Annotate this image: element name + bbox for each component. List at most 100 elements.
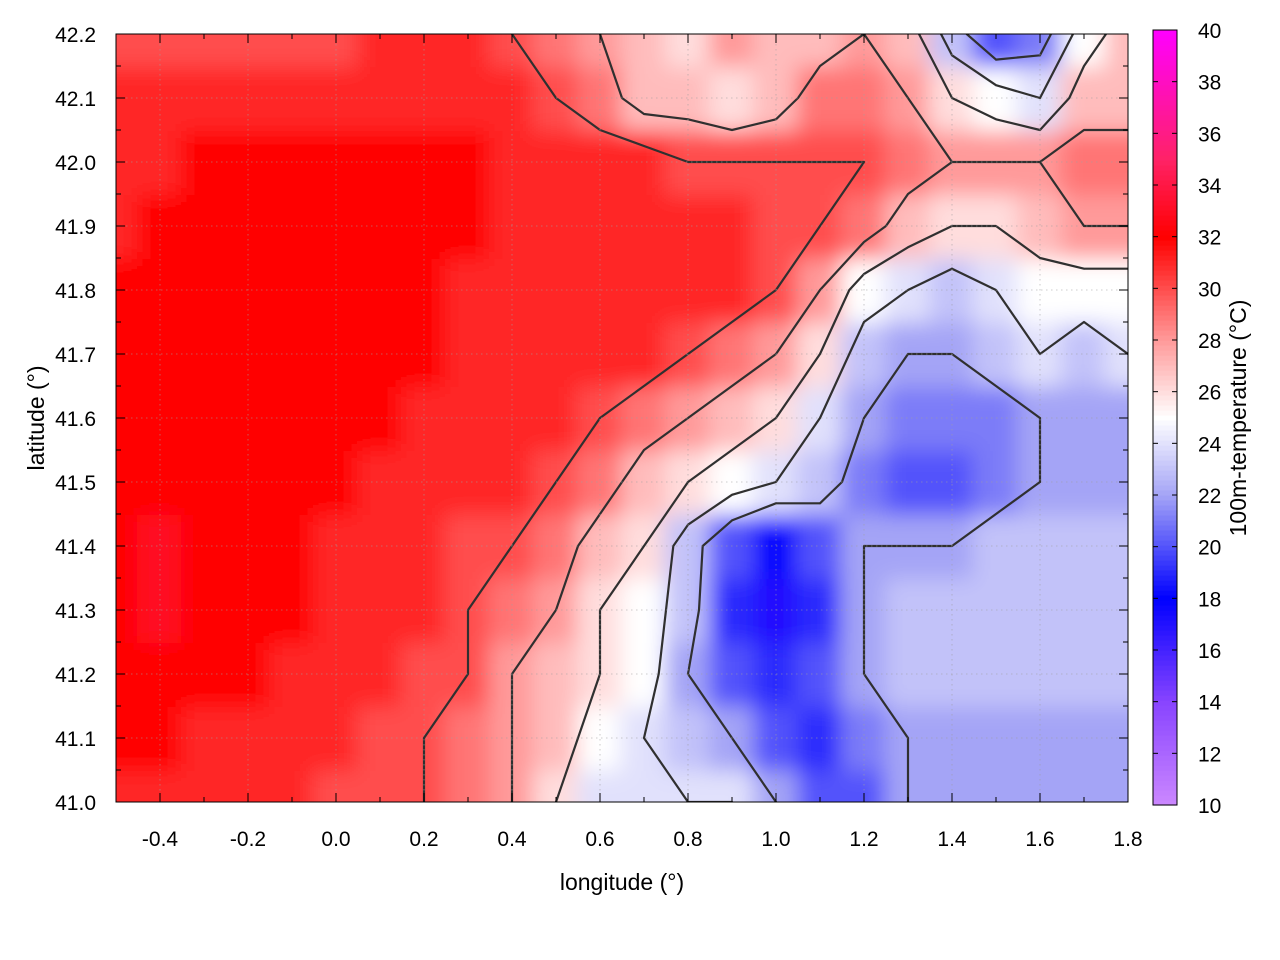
colorbar-swatch (1153, 725, 1177, 731)
x-tick-label: 1.0 (761, 828, 790, 851)
colorbar: 10 12 14 16 18 20 22 24 26 28 30 32 34 36 38 40 (1152, 20, 1222, 818)
colorbar-swatch (1153, 695, 1177, 701)
colorbar-swatch (1153, 315, 1177, 321)
colorbar-swatch (1153, 345, 1177, 351)
colorbar-tick-label: 28 (1198, 330, 1221, 353)
x-tick-label: 1.6 (1025, 828, 1054, 851)
colorbar-tick-label: 16 (1198, 640, 1221, 663)
colorbar-swatch (1153, 680, 1177, 686)
colorbar-swatch (1153, 245, 1177, 251)
heatmap-cell (181, 449, 227, 515)
heatmap-cell (1061, 641, 1107, 707)
colorbar-swatch (1153, 70, 1177, 76)
y-tick-label: 41.4 (55, 536, 96, 559)
colorbar-swatch (1153, 265, 1177, 271)
heatmap-cell (885, 641, 931, 707)
heatmap-cell (621, 449, 667, 515)
heatmap-cell (181, 577, 227, 643)
heatmap-cell (181, 129, 227, 195)
heatmap-cell (445, 129, 491, 195)
heatmap-cell (621, 129, 667, 195)
x-tick-label: 0.0 (321, 828, 350, 851)
colorbar-swatch (1153, 180, 1177, 186)
heatmap-cell (1061, 769, 1107, 802)
y-tick-label: 41.5 (55, 472, 96, 495)
heatmap-cell (709, 769, 755, 802)
heatmap-cell (1061, 321, 1107, 387)
colorbar-tick-label: 20 (1198, 537, 1221, 560)
heatmap-cell (357, 193, 403, 259)
colorbar-swatch (1153, 560, 1177, 566)
colorbar-title: 100m-temperature (°C) (1225, 300, 1251, 537)
colorbar-swatch (1153, 750, 1177, 756)
colorbar-swatch (1153, 420, 1177, 426)
heatmap-cell (357, 385, 403, 451)
colorbar-swatch (1153, 170, 1177, 176)
x-tick-label: 1.4 (937, 828, 967, 851)
heatmap-cell (269, 769, 315, 802)
colorbar-swatch (1153, 605, 1177, 611)
x-tick-label: -0.2 (230, 828, 266, 851)
heatmap-cell (885, 385, 931, 451)
colorbar-swatch (1153, 775, 1177, 781)
heatmap-cell (797, 705, 843, 771)
colorbar-tick-label: 12 (1198, 743, 1221, 766)
heatmap-cell (885, 577, 931, 643)
colorbar-swatch (1153, 120, 1177, 126)
colorbar-swatch (1153, 205, 1177, 211)
heatmap-cell (357, 641, 403, 707)
heatmap-cell (621, 193, 667, 259)
colorbar-swatch (1153, 510, 1177, 516)
colorbar-swatch (1153, 645, 1177, 651)
colorbar-swatch (1153, 650, 1177, 656)
x-tick-label: 0.8 (673, 828, 702, 851)
heatmap-cell (445, 385, 491, 451)
colorbar-swatch (1153, 465, 1177, 471)
heatmap-cell (181, 641, 227, 707)
colorbar-swatch (1153, 115, 1177, 121)
colorbar-swatch (1153, 800, 1177, 806)
colorbar-swatch (1153, 150, 1177, 156)
y-tick-label: 42.0 (55, 152, 96, 175)
colorbar-swatch (1153, 440, 1177, 446)
y-tick-label: 41.6 (55, 408, 96, 431)
colorbar-swatch (1153, 765, 1177, 771)
colorbar-swatch (1153, 625, 1177, 631)
colorbar-swatch (1153, 320, 1177, 326)
heatmap-cell (357, 705, 403, 771)
heatmap-cell (181, 34, 227, 67)
colorbar-swatch (1153, 230, 1177, 236)
colorbar-tick-label: 40 (1198, 20, 1221, 43)
colorbar-swatch (1153, 225, 1177, 231)
colorbar-swatch (1153, 785, 1177, 791)
x-tick-label: 0.2 (409, 828, 438, 851)
colorbar-swatch (1153, 435, 1177, 441)
heatmap-cell (1061, 449, 1107, 515)
colorbar-swatch (1153, 285, 1177, 291)
colorbar-swatch (1153, 410, 1177, 416)
colorbar-swatch (1153, 535, 1177, 541)
y-tick-label: 41.9 (55, 216, 96, 239)
x-axis-title: longitude (°) (560, 869, 684, 895)
colorbar-swatch (1153, 640, 1177, 646)
heatmap-cell (445, 34, 491, 67)
colorbar-swatch (1153, 155, 1177, 161)
colorbar-swatch (1153, 50, 1177, 56)
heatmap-cell (357, 257, 403, 323)
colorbar-swatch (1153, 500, 1177, 506)
heatmap-cell (797, 577, 843, 643)
heatmap-cell (621, 385, 667, 451)
colorbar-swatch (1153, 730, 1177, 736)
colorbar-swatch (1153, 220, 1177, 226)
heatmap-cell (1105, 34, 1128, 67)
colorbar-swatch (1153, 630, 1177, 636)
heatmap-cell (1061, 577, 1107, 643)
colorbar-tick-label: 18 (1198, 588, 1221, 611)
colorbar-swatch (1153, 505, 1177, 511)
colorbar-swatch (1153, 260, 1177, 266)
colorbar-swatch (1153, 390, 1177, 396)
colorbar-swatch (1153, 760, 1177, 766)
heatmap-cell (797, 513, 843, 579)
heatmap-cell (973, 769, 1019, 802)
colorbar-swatch (1153, 745, 1177, 751)
